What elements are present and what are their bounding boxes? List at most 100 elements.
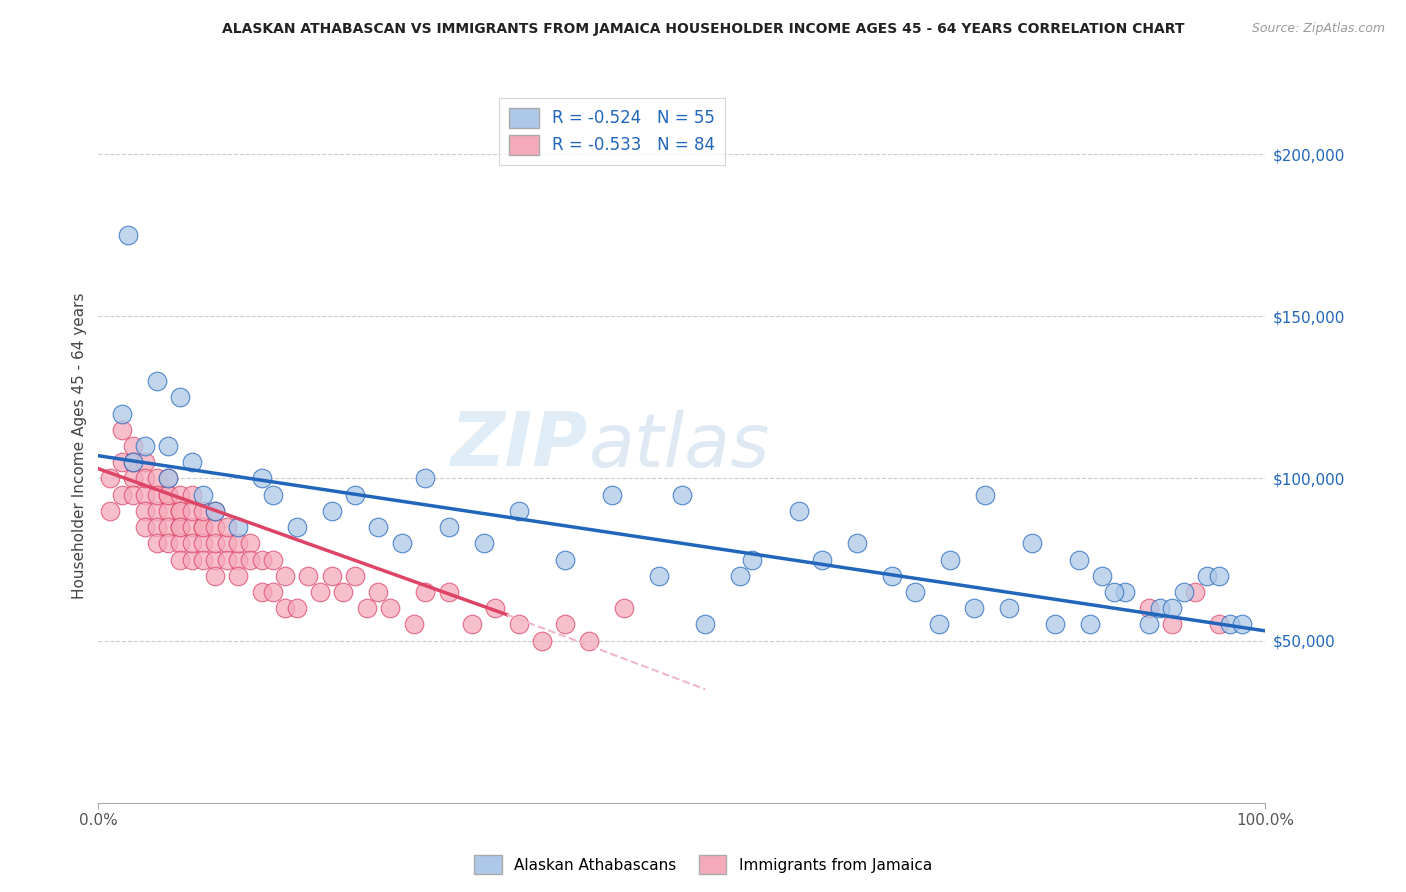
- Point: [98, 504, 121, 518]
- Point: [228, 552, 250, 566]
- Point: [1161, 617, 1184, 632]
- Point: [730, 568, 752, 582]
- Legend: Alaskan Athabascans, Immigrants from Jamaica: Alaskan Athabascans, Immigrants from Jam…: [468, 849, 938, 880]
- Point: [228, 568, 250, 582]
- Point: [180, 520, 202, 534]
- Point: [111, 407, 134, 421]
- Point: [741, 552, 763, 566]
- Point: [1021, 536, 1043, 550]
- Point: [169, 390, 191, 404]
- Legend: R = -0.524   N = 55, R = -0.533   N = 84: R = -0.524 N = 55, R = -0.533 N = 84: [499, 97, 725, 165]
- Point: [671, 488, 693, 502]
- Point: [344, 568, 367, 582]
- Point: [1195, 568, 1218, 582]
- Point: [180, 552, 202, 566]
- Point: [695, 617, 717, 632]
- Point: [554, 617, 576, 632]
- Point: [274, 568, 297, 582]
- Point: [215, 536, 238, 550]
- Point: [111, 488, 134, 502]
- Point: [472, 536, 495, 550]
- Point: [904, 585, 927, 599]
- Point: [484, 601, 506, 615]
- Point: [1161, 601, 1184, 615]
- Point: [117, 228, 139, 243]
- Point: [239, 536, 262, 550]
- Point: [122, 471, 145, 485]
- Point: [1067, 552, 1090, 566]
- Point: [193, 536, 215, 550]
- Point: [939, 552, 962, 566]
- Point: [215, 520, 238, 534]
- Point: [332, 585, 354, 599]
- Point: [321, 504, 343, 518]
- Point: [193, 552, 215, 566]
- Point: [1230, 617, 1253, 632]
- Point: [262, 585, 284, 599]
- Point: [1102, 585, 1125, 599]
- Point: [169, 520, 191, 534]
- Point: [204, 552, 226, 566]
- Point: [122, 488, 145, 502]
- Point: [157, 488, 180, 502]
- Point: [344, 488, 367, 502]
- Point: [157, 536, 180, 550]
- Point: [1173, 585, 1195, 599]
- Point: [1091, 568, 1114, 582]
- Point: [134, 455, 156, 469]
- Point: [169, 520, 191, 534]
- Point: [508, 617, 530, 632]
- Text: Source: ZipAtlas.com: Source: ZipAtlas.com: [1251, 22, 1385, 36]
- Point: [134, 488, 156, 502]
- Point: [98, 471, 121, 485]
- Point: [1114, 585, 1136, 599]
- Point: [1184, 585, 1206, 599]
- Point: [146, 488, 169, 502]
- Point: [122, 455, 145, 469]
- Point: [157, 471, 180, 485]
- Point: [285, 601, 308, 615]
- Point: [262, 488, 284, 502]
- Point: [122, 455, 145, 469]
- Point: [157, 471, 180, 485]
- Point: [274, 601, 297, 615]
- Point: [169, 536, 191, 550]
- Point: [613, 601, 636, 615]
- Point: [204, 536, 226, 550]
- Point: [215, 552, 238, 566]
- Point: [1137, 617, 1160, 632]
- Text: atlas: atlas: [589, 410, 770, 482]
- Point: [204, 504, 226, 518]
- Point: [204, 520, 226, 534]
- Point: [285, 520, 308, 534]
- Point: [321, 568, 343, 582]
- Point: [180, 504, 202, 518]
- Point: [134, 471, 156, 485]
- Point: [204, 568, 226, 582]
- Point: [146, 504, 169, 518]
- Point: [193, 504, 215, 518]
- Point: [928, 617, 950, 632]
- Point: [997, 601, 1019, 615]
- Point: [1208, 568, 1230, 582]
- Point: [180, 488, 202, 502]
- Point: [134, 504, 156, 518]
- Point: [134, 439, 156, 453]
- Point: [169, 552, 191, 566]
- Point: [530, 633, 553, 648]
- Point: [962, 601, 984, 615]
- Point: [1149, 601, 1171, 615]
- Point: [134, 520, 156, 534]
- Point: [508, 504, 530, 518]
- Point: [169, 504, 191, 518]
- Point: [974, 488, 997, 502]
- Point: [554, 552, 576, 566]
- Point: [250, 585, 273, 599]
- Point: [239, 552, 262, 566]
- Point: [204, 504, 226, 518]
- Point: [180, 536, 202, 550]
- Point: [228, 520, 250, 534]
- Point: [157, 439, 180, 453]
- Point: [180, 455, 202, 469]
- Point: [146, 520, 169, 534]
